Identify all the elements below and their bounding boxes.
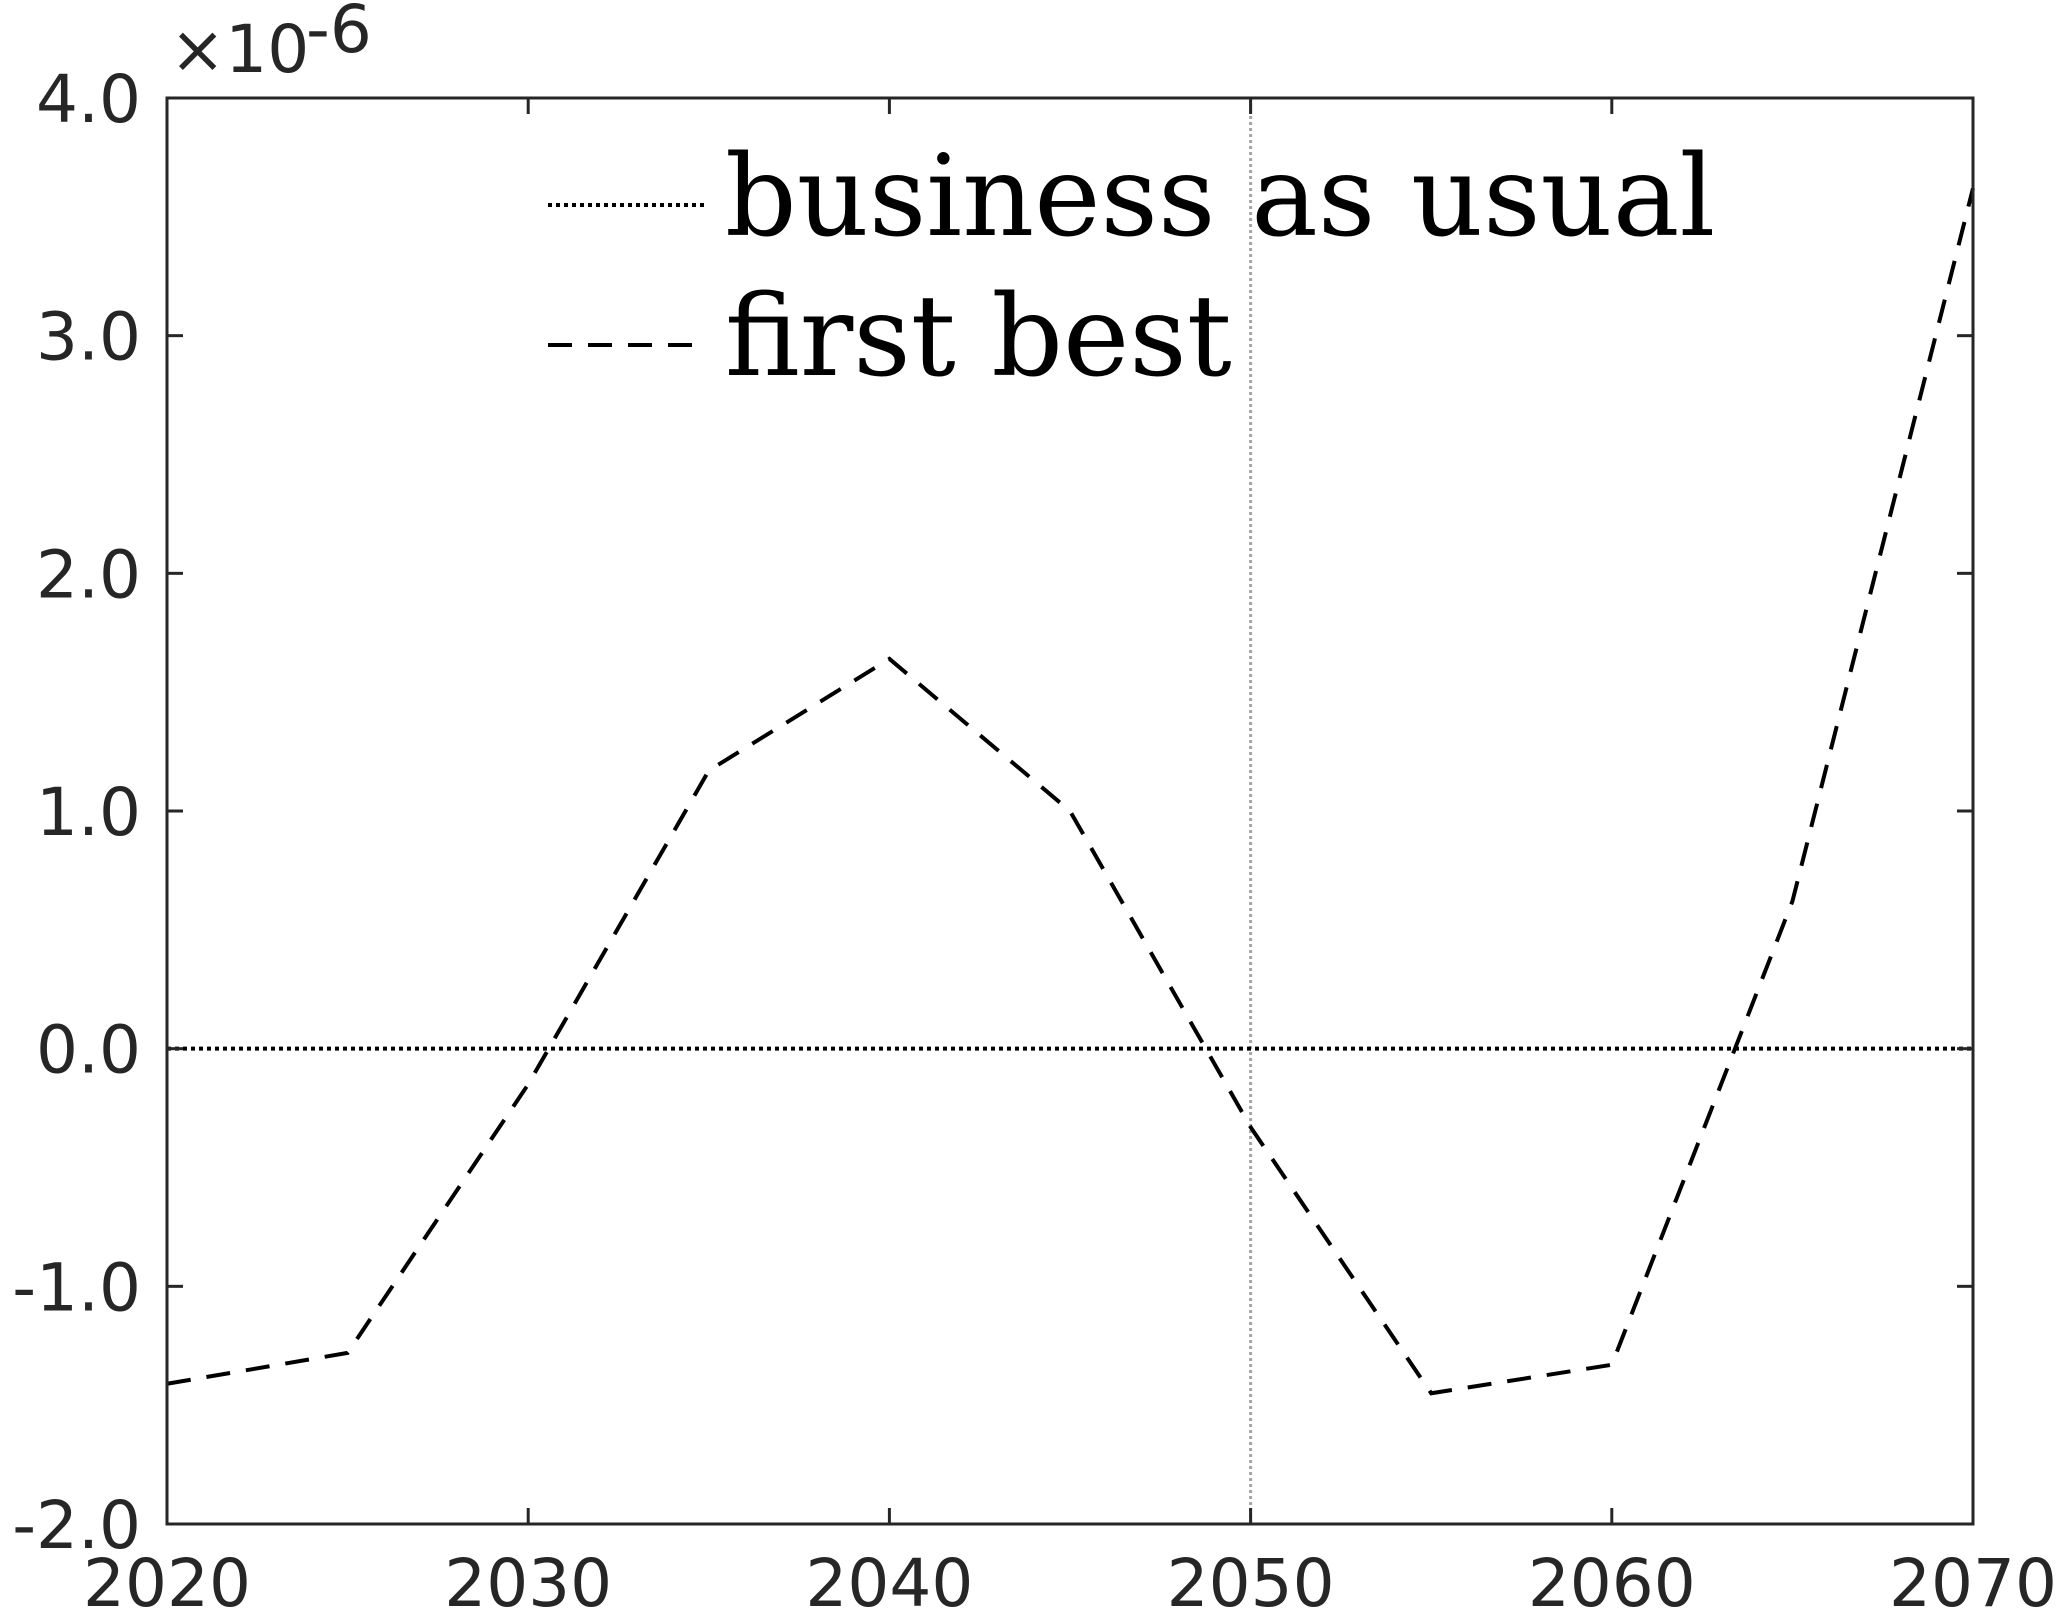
tick-label-layer: 2020 2030 2040 2050 2060 2070 -2.0 -1.0 0.0 1.0 2.… [12, 61, 2057, 1622]
x-tick-label: 2040 [805, 1545, 973, 1622]
x-tick-label: 2060 [1528, 1545, 1696, 1622]
y-tick-label: 4.0 [36, 61, 141, 138]
y-tick-label: -2.0 [12, 1487, 141, 1564]
y-tick-label: 2.0 [36, 536, 141, 613]
x-tick-label: 2070 [1889, 1545, 2057, 1622]
legend-label-1: first best [725, 272, 1232, 402]
y-exponent-power: -6 [306, 0, 372, 68]
x-tick-label: 2050 [1167, 1545, 1335, 1622]
y-tick-label: 3.0 [36, 299, 141, 376]
y-tick-label: 0.0 [36, 1012, 141, 1089]
series-layer [166, 187, 1975, 1396]
tick-layer [165, 96, 1975, 1526]
y-exponent-label: ×10 [170, 11, 309, 88]
legend-label-0: business as usual [725, 132, 1715, 262]
y-tick-label: 1.0 [36, 774, 141, 851]
x-tick-label: 2030 [444, 1545, 612, 1622]
y-tick-label: -1.0 [12, 1249, 141, 1326]
x-tick-label: 2020 [83, 1545, 251, 1622]
